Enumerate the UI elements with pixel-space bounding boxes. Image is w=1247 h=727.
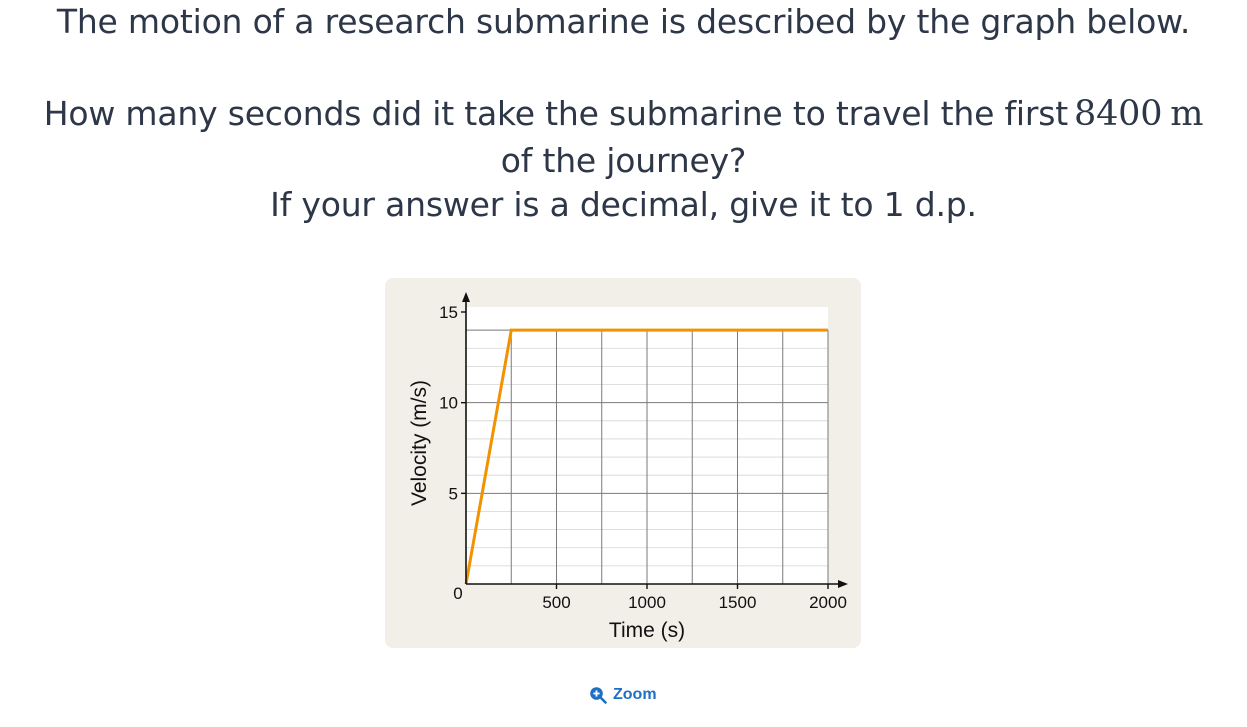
question-line-1: The motion of a research submarine is de…	[56, 2, 1191, 41]
x-tick-label: 1000	[628, 593, 666, 612]
chart-card: 5 10 15 0 500 1000 1500 2000 Velocity (m/s) Tim…	[385, 278, 861, 648]
distance-unit: m	[1170, 94, 1204, 134]
question-line-4: If your answer is a decimal, give it to …	[270, 185, 977, 224]
zoom-label: Zoom	[613, 686, 657, 703]
question-line-2: How many seconds did it take the submari…	[0, 92, 1247, 136]
x-tick-label: 500	[542, 593, 570, 612]
x-tick-label: 0	[453, 584, 462, 603]
x-axis-arrow	[838, 580, 848, 588]
velocity-time-chart: 5 10 15 0 500 1000 1500 2000 Velocity (m/s) Tim…	[408, 292, 848, 642]
y-tick-label: 15	[439, 303, 458, 322]
question-line-2-text: How many seconds did it take the submari…	[43, 94, 1068, 133]
question-line-3: of the journey?	[500, 141, 747, 180]
x-tick-label: 2000	[809, 593, 847, 612]
zoom-in-icon	[590, 687, 607, 704]
y-axis-arrow	[462, 292, 470, 302]
x-tick-label: 1500	[719, 593, 757, 612]
velocity-line	[464, 328, 828, 585]
distance-value: 8400 m	[1074, 94, 1203, 134]
x-axis-label: Time (s)	[609, 619, 685, 642]
distance-number: 8400	[1074, 94, 1163, 134]
y-tick-label: 5	[449, 484, 458, 503]
y-tick-label: 10	[439, 394, 458, 413]
y-axis-label: Velocity (m/s)	[408, 380, 431, 506]
zoom-button[interactable]: Zoom	[589, 686, 657, 704]
